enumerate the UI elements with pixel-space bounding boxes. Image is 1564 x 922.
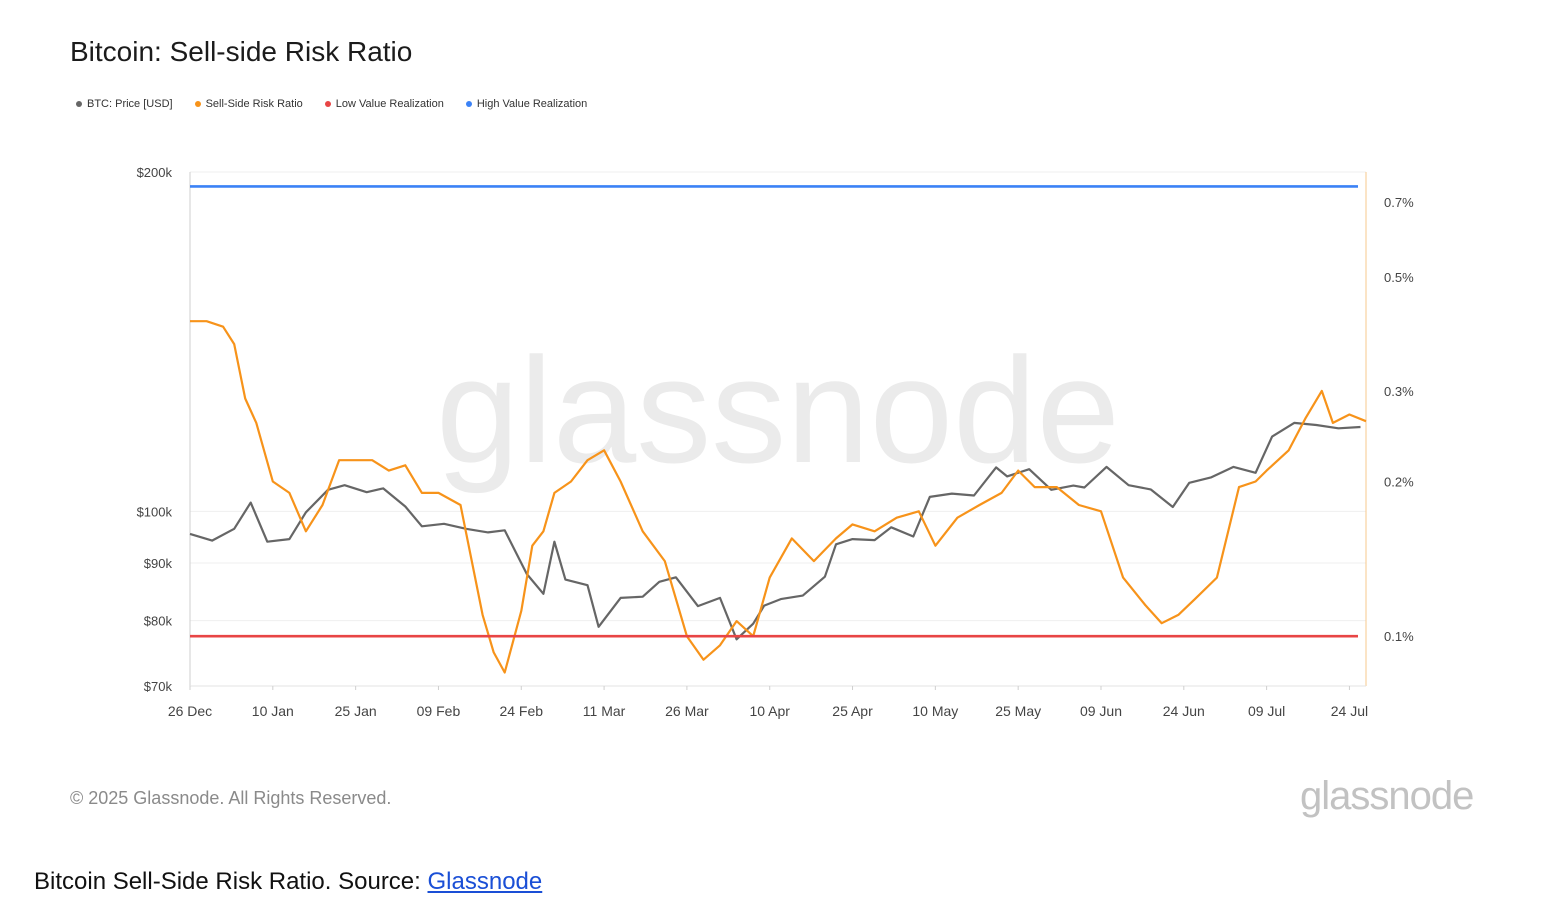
copyright-text: © 2025 Glassnode. All Rights Reserved. bbox=[70, 788, 392, 808]
x-tick-label: 09 Feb bbox=[417, 703, 461, 719]
y-left-tick-label: $100k bbox=[137, 504, 173, 519]
y-right-tick-label: 0.5% bbox=[1384, 270, 1414, 285]
legend-label: Sell-Side Risk Ratio bbox=[205, 98, 303, 110]
x-tick-label: 26 Mar bbox=[665, 703, 709, 719]
source-link[interactable]: Glassnode bbox=[427, 868, 543, 895]
x-tick-label: 11 Mar bbox=[583, 703, 626, 719]
figure-caption: Bitcoin Sell-Side Risk Ratio. Source: Gl… bbox=[34, 868, 542, 896]
x-tick-label: 10 May bbox=[912, 703, 958, 719]
legend-item-low-value-realization[interactable]: Low Value Realization bbox=[324, 98, 444, 110]
x-tick-label: 24 Jul bbox=[1331, 703, 1368, 719]
y-right-tick-label: 0.7% bbox=[1384, 195, 1414, 210]
legend-label: BTC: Price [USD] bbox=[87, 98, 173, 110]
legend-item-high-value-realization[interactable]: High Value Realization bbox=[465, 98, 588, 110]
legend-item-sell-side-risk-ratio[interactable]: Sell-Side Risk Ratio bbox=[194, 98, 303, 110]
y-right-tick-label: 0.1% bbox=[1384, 629, 1414, 644]
y-left-tick-label: $200k bbox=[137, 165, 173, 180]
y-left-tick-label: $90k bbox=[144, 556, 173, 571]
x-tick-label: 24 Feb bbox=[499, 703, 543, 719]
legend-dot-icon bbox=[324, 101, 331, 107]
x-tick-label: 25 Apr bbox=[832, 703, 873, 719]
glassnode-logo: glassnode bbox=[1300, 774, 1474, 818]
y-right-tick-label: 0.3% bbox=[1384, 384, 1414, 399]
chart-legend: BTC: Price [USD] Sell-Side Risk Ratio Lo… bbox=[76, 98, 609, 110]
tick-labels: $70k $80k $90k $100k $200k 0.1% 0.2% 0.3% 0.5% 0.… bbox=[137, 165, 1414, 719]
series-group bbox=[189, 185, 1367, 674]
legend-label: High Value Realization bbox=[476, 98, 588, 110]
y-left-tick-label: $80k bbox=[144, 614, 173, 629]
legend-item-btc-price[interactable]: BTC: Price [USD] bbox=[76, 98, 173, 110]
legend-label: Low Value Realization bbox=[335, 98, 444, 110]
series-line-sell-side-risk-ratio bbox=[190, 320, 1367, 674]
watermark-logo: glassnode bbox=[436, 326, 1120, 494]
y-right-tick-label: 0.2% bbox=[1384, 474, 1414, 489]
x-tick-label: 25 May bbox=[995, 703, 1041, 719]
x-tick-label: 26 Dec bbox=[168, 703, 212, 719]
x-tick-label: 10 Apr bbox=[749, 703, 790, 719]
caption-text: Bitcoin Sell-Side Risk Ratio. Source: bbox=[34, 868, 428, 895]
x-tick-label: 09 Jun bbox=[1080, 703, 1122, 719]
x-tick-label: 10 Jan bbox=[252, 703, 294, 719]
x-tick-label: 24 Jun bbox=[1163, 703, 1205, 719]
legend-dot-icon bbox=[76, 101, 82, 107]
x-tick-label: 25 Jan bbox=[335, 703, 377, 719]
legend-dot-icon bbox=[465, 101, 472, 107]
chart-title: Bitcoin: Sell-side Risk Ratio bbox=[70, 36, 413, 67]
y-left-tick-label: $70k bbox=[144, 679, 173, 694]
legend-dot-icon bbox=[194, 101, 201, 107]
axes bbox=[189, 172, 1367, 690]
x-tick-label: 09 Jul bbox=[1248, 703, 1285, 719]
chart-area: glassnode $70k $80k $90k $100k $200k 0.1% 0.2%… bbox=[137, 165, 1414, 719]
